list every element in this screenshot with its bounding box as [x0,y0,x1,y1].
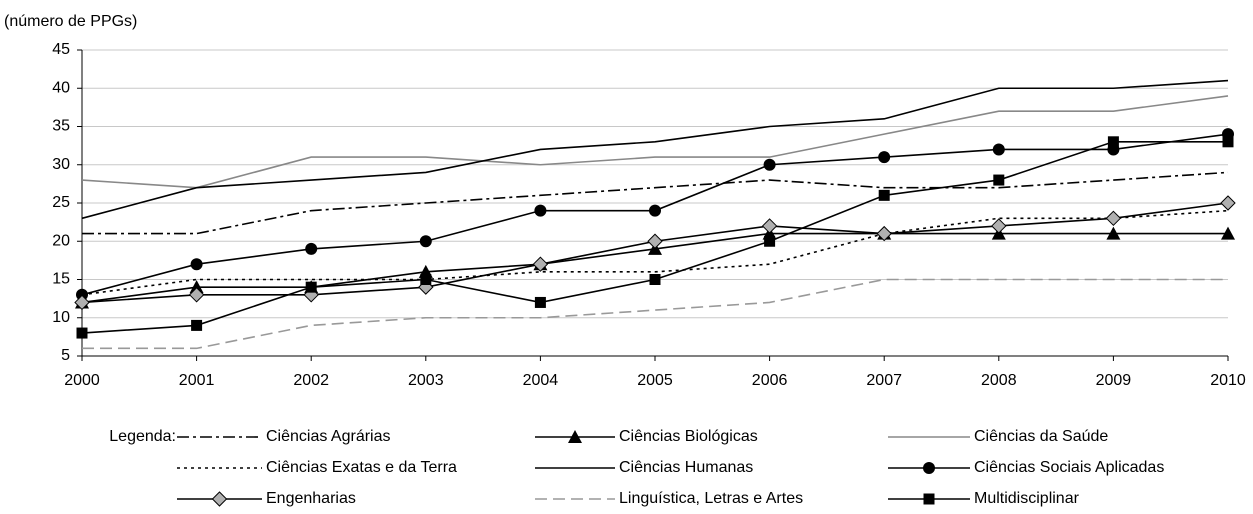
marker [761,218,778,234]
series-line [81,79,1229,220]
legend-label: Ciências Exatas e da Terra [266,459,457,476]
marker [991,218,1007,234]
series-line [82,278,1228,350]
legend-marker [211,491,228,507]
marker [420,274,432,285]
marker [188,287,205,303]
marker [1222,136,1234,148]
legend-label: Multidisciplinar [974,490,1080,507]
x-tick-label: 2005 [637,372,673,389]
marker [305,242,318,255]
marker [878,151,891,164]
x-tick-label: 2007 [866,372,902,389]
series-line [82,171,1229,235]
y-tick-label: 5 [61,347,70,364]
x-tick-label: 2009 [1096,372,1132,389]
legend-label: Ciências Biológicas [619,428,758,445]
x-tick-label: 2004 [523,372,559,389]
marker [532,256,549,272]
marker [993,174,1005,186]
marker [190,258,203,271]
legend-marker [923,493,935,505]
marker [189,280,204,294]
legend-label: Linguística, Letras e Artes [619,490,803,507]
legend-label: Ciências Sociais Aplicadas [974,459,1164,476]
y-tick-label: 45 [52,41,70,58]
marker [305,281,317,293]
marker [1220,195,1236,211]
marker [649,204,661,217]
marker [649,274,661,285]
y-tick-label: 15 [52,271,70,288]
x-tick-label: 2003 [408,372,444,389]
y-axis-label: (número de PPGs) [4,13,137,30]
legend-marker [568,430,582,443]
marker [74,294,90,311]
legend-title: Legenda: [109,428,176,445]
marker [76,327,88,339]
x-tick-label: 2010 [1210,372,1246,389]
y-tick-label: 10 [52,309,70,326]
marker [1106,226,1121,240]
y-tick-label: 30 [52,156,70,173]
marker [1105,210,1122,227]
legend-label: Ciências Humanas [619,459,753,476]
marker [534,296,546,308]
marker [1107,136,1119,148]
marker [534,204,547,217]
marker [1221,226,1235,240]
series-line [81,95,1229,189]
y-tick-label: 35 [52,118,70,135]
marker [992,143,1005,156]
y-tick-label: 20 [52,232,70,249]
y-tick-label: 40 [52,79,70,96]
x-tick-label: 2002 [293,372,329,389]
marker [763,158,776,171]
marker [876,225,892,242]
legend-label: Ciências da Saúde [974,428,1108,445]
marker [191,319,203,331]
x-tick-label: 2008 [981,372,1017,389]
marker [419,235,432,248]
x-tick-label: 2001 [179,372,215,389]
marker [647,233,663,249]
series-line [81,209,1229,296]
legend-label: Ciências Agrárias [266,428,391,445]
marker [764,235,776,247]
legend-label: Engenharias [266,490,356,507]
x-tick-label: 2006 [752,372,788,389]
y-tick-label: 25 [52,194,70,211]
x-tick-label: 2000 [64,372,100,389]
marker [878,189,890,201]
legend-marker [923,462,935,474]
